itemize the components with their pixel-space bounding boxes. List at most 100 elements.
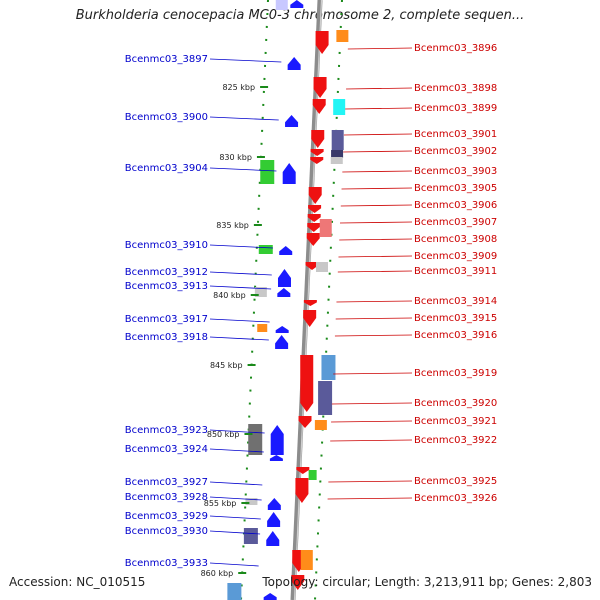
- leader-line: [342, 170, 413, 173]
- topology-text: Topology: circular; Length: 3,213,911 bp…: [262, 575, 592, 589]
- forward-gene-arrow: [308, 205, 322, 213]
- gene-label: Bcenmc03_3910: [125, 240, 208, 251]
- gene-label: Bcenmc03_3916: [414, 330, 497, 341]
- gene-label: Bcenmc03_3908: [414, 234, 497, 245]
- feature-block: [245, 498, 258, 505]
- forward-gene-arrow: [303, 310, 317, 327]
- forward-gene-arrow: [312, 99, 326, 114]
- feature-block: [257, 324, 268, 332]
- reverse-gene-arrow: [282, 163, 296, 184]
- reverse-gene-arrow: [267, 512, 281, 527]
- leader-line: [209, 336, 269, 341]
- map-title: Burkholderia cenocepacia MC0-3 chromosom…: [75, 8, 525, 23]
- leader-line: [327, 497, 413, 500]
- leader-line: [343, 150, 413, 153]
- reverse-gene-arrow: [263, 593, 277, 600]
- gene-label: Bcenmc03_3926: [414, 493, 497, 504]
- leader-line: [331, 402, 413, 405]
- reverse-gene-arrow: [277, 269, 291, 287]
- gene-label: Bcenmc03_3929: [125, 511, 208, 522]
- feature-block: [321, 355, 336, 380]
- gene-label: Bcenmc03_3919: [414, 368, 497, 379]
- feature-block: [330, 157, 343, 164]
- leader-line: [209, 562, 259, 567]
- leader-line: [209, 429, 265, 434]
- gene-label: Bcenmc03_3918: [125, 332, 208, 343]
- gene-label: Bcenmc03_3933: [125, 558, 208, 569]
- leader-line: [338, 255, 413, 258]
- leader-line: [330, 439, 413, 442]
- scale-label: 855 kbp: [204, 499, 237, 508]
- feature-group: [227, 0, 349, 600]
- reverse-gene-arrow: [279, 246, 293, 255]
- feature-block: [260, 160, 275, 184]
- feature-block: [275, 0, 288, 10]
- forward-gene-arrow: [310, 149, 324, 156]
- gene-label: Bcenmc03_3903: [414, 166, 497, 177]
- gene-label: Bcenmc03_3906: [414, 200, 497, 211]
- feature-block: [333, 99, 346, 115]
- leader-line: [346, 87, 413, 90]
- forward-gene-arrow: [307, 223, 321, 232]
- reverse-gene-arrow: [269, 455, 283, 461]
- leader-line: [209, 530, 261, 535]
- reverse-gene-arrow: [277, 288, 291, 297]
- feature-block: [243, 528, 258, 544]
- gene-label: Bcenmc03_3911: [414, 266, 497, 277]
- leader-line: [328, 480, 413, 483]
- leader-line: [335, 317, 413, 320]
- leader-line: [340, 204, 413, 207]
- leader-line: [334, 334, 413, 337]
- leader-line: [209, 244, 273, 249]
- leader-line: [343, 133, 413, 136]
- track-left: [240, 0, 269, 600]
- feature-block: [254, 287, 267, 297]
- feature-block: [319, 219, 332, 237]
- gene-label: Bcenmc03_3902: [414, 146, 497, 157]
- gene-label: Bcenmc03_3897: [125, 54, 208, 65]
- leader-line: [209, 271, 272, 276]
- gene-label: Bcenmc03_3915: [414, 313, 497, 324]
- forward-gene-arrow: [311, 130, 325, 148]
- leader-line: [209, 481, 263, 486]
- gene-label: Bcenmc03_3917: [125, 314, 208, 325]
- gene-label: Bcenmc03_3921: [414, 416, 497, 427]
- leader-line: [347, 47, 413, 50]
- reverse-gene-arrow: [285, 115, 299, 127]
- feature-block: [227, 583, 242, 600]
- leader-line: [331, 420, 413, 423]
- feature-block: [315, 262, 328, 272]
- forward-gene-arrow: [298, 416, 312, 428]
- gene-label: Bcenmc03_3922: [414, 435, 497, 446]
- reverse-gene-arrow: [267, 498, 281, 510]
- scale-label: 830 kbp: [219, 153, 252, 162]
- reverse-gene-arrow: [275, 335, 289, 349]
- reverse-gene-arrow: [266, 531, 280, 546]
- gene-label: Bcenmc03_3899: [414, 103, 497, 114]
- leader-line: [209, 318, 270, 323]
- gene-label: Bcenmc03_3912: [125, 267, 208, 278]
- reverse-gene-arrow: [287, 57, 301, 70]
- forward-gene-arrow: [307, 214, 321, 222]
- scale-label: 860 kbp: [201, 569, 234, 578]
- track-right: [314, 0, 343, 600]
- leader-line: [209, 448, 264, 453]
- feature-block: [308, 470, 317, 480]
- gene-label: Bcenmc03_3901: [414, 129, 497, 140]
- feature-block: [248, 424, 263, 455]
- leader-line: [209, 116, 279, 121]
- gene-label: Bcenmc03_3928: [125, 492, 208, 503]
- feature-block: [258, 245, 273, 254]
- gene-label: Bcenmc03_3920: [414, 398, 497, 409]
- gene-label: Bcenmc03_3930: [125, 526, 208, 537]
- leader-line: [341, 187, 413, 190]
- feature-block: [318, 381, 333, 415]
- leader-line: [337, 270, 413, 273]
- gene-label-group: Bcenmc03_3897 Bcenmc03_3900 Bcenmc03_3904 B…: [125, 43, 498, 569]
- gene-label: Bcenmc03_3927: [125, 477, 208, 488]
- gene-label: Bcenmc03_3905: [414, 183, 497, 194]
- forward-gene-arrow: [300, 355, 314, 412]
- feature-block: [300, 550, 313, 570]
